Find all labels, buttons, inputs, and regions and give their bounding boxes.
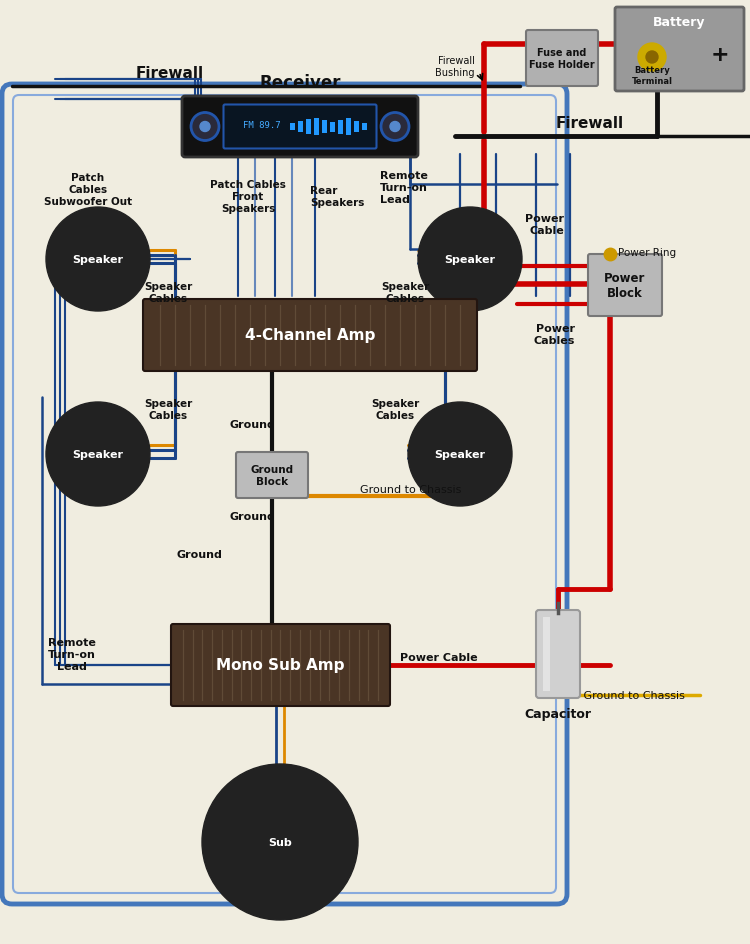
Text: Power
Block: Power Block: [604, 272, 646, 299]
Bar: [298, 122, 303, 133]
Circle shape: [54, 216, 142, 303]
Bar: [543, 617, 550, 691]
Text: Speaker: Speaker: [73, 255, 124, 264]
Text: Power Cable: Power Cable: [400, 652, 478, 663]
Bar: [362, 124, 367, 131]
Circle shape: [424, 418, 496, 491]
Circle shape: [433, 224, 506, 296]
Bar: [290, 124, 295, 131]
Text: Ground: Ground: [229, 419, 275, 430]
Bar: [314, 119, 319, 136]
Circle shape: [86, 443, 109, 466]
Circle shape: [62, 418, 134, 491]
Circle shape: [440, 435, 480, 474]
Circle shape: [46, 208, 150, 312]
Text: Speaker: Speaker: [73, 449, 124, 460]
Text: Ground to Chassis: Ground to Chassis: [360, 484, 461, 495]
Circle shape: [251, 813, 310, 871]
Circle shape: [86, 248, 109, 271]
Circle shape: [450, 240, 490, 279]
Circle shape: [54, 411, 142, 498]
Text: Remote
Turn-on
Lead: Remote Turn-on Lead: [48, 638, 96, 671]
Text: Battery: Battery: [653, 16, 706, 29]
Text: Mono Sub Amp: Mono Sub Amp: [216, 658, 345, 673]
Text: Speaker: Speaker: [445, 255, 496, 264]
Text: Sub: Sub: [268, 837, 292, 847]
Bar: [338, 121, 343, 134]
Text: Speaker
Cables: Speaker Cables: [370, 398, 419, 420]
FancyBboxPatch shape: [615, 8, 744, 92]
Text: Receiver: Receiver: [260, 74, 340, 92]
Text: Ground to Chassis: Ground to Chassis: [580, 690, 685, 700]
Bar: [322, 121, 327, 134]
Text: Power Ring: Power Ring: [618, 247, 676, 258]
Text: Speaker
Cables: Speaker Cables: [381, 282, 429, 303]
Text: Firewall
Bushing: Firewall Bushing: [436, 56, 475, 77]
Text: Remote
Turn-on
Lead: Remote Turn-on Lead: [380, 171, 427, 205]
Circle shape: [408, 402, 512, 507]
Text: Firewall: Firewall: [136, 66, 204, 81]
Text: +: +: [711, 45, 729, 65]
Text: Rear
Speakers: Rear Speakers: [310, 186, 364, 208]
Circle shape: [448, 443, 472, 466]
Text: 4-Channel Amp: 4-Channel Amp: [244, 329, 375, 343]
FancyBboxPatch shape: [143, 299, 477, 372]
Circle shape: [214, 777, 346, 907]
Bar: [346, 119, 351, 136]
Circle shape: [426, 216, 514, 303]
Text: Speaker: Speaker: [434, 449, 485, 460]
Circle shape: [431, 426, 488, 483]
Circle shape: [46, 402, 150, 507]
Text: Firewall: Firewall: [556, 116, 624, 131]
Circle shape: [416, 411, 504, 498]
Circle shape: [442, 231, 499, 288]
Circle shape: [646, 52, 658, 64]
Circle shape: [70, 231, 127, 288]
Circle shape: [262, 825, 297, 859]
FancyBboxPatch shape: [526, 31, 598, 87]
Text: Capacitor: Capacitor: [524, 707, 592, 720]
Text: Patch
Cables
Subwoofer Out: Patch Cables Subwoofer Out: [44, 173, 132, 207]
Circle shape: [191, 113, 219, 142]
Circle shape: [458, 248, 482, 271]
Text: Speaker
Cables: Speaker Cables: [144, 282, 192, 303]
Circle shape: [226, 787, 334, 897]
Text: Speaker
Cables: Speaker Cables: [144, 398, 192, 420]
FancyBboxPatch shape: [236, 452, 308, 498]
Circle shape: [62, 224, 134, 296]
Bar: [306, 120, 311, 135]
Text: Fuse and
Fuse Holder: Fuse and Fuse Holder: [530, 48, 595, 70]
Text: Patch Cables
Front
Speakers: Patch Cables Front Speakers: [210, 180, 286, 213]
FancyBboxPatch shape: [171, 624, 390, 706]
Circle shape: [70, 426, 127, 483]
Circle shape: [202, 765, 358, 920]
Text: Ground: Ground: [229, 512, 275, 521]
Text: Power
Cables: Power Cables: [533, 324, 575, 346]
Circle shape: [390, 123, 400, 132]
Circle shape: [78, 435, 118, 474]
Bar: [330, 123, 335, 132]
Circle shape: [200, 123, 210, 132]
Text: Ground
Block: Ground Block: [251, 464, 293, 486]
Text: Battery
Terminal: Battery Terminal: [632, 66, 673, 86]
Bar: [354, 122, 359, 133]
FancyBboxPatch shape: [224, 106, 376, 149]
Text: Power
Cable: Power Cable: [525, 214, 564, 236]
Circle shape: [418, 208, 522, 312]
Circle shape: [78, 240, 118, 279]
FancyBboxPatch shape: [182, 97, 418, 158]
FancyBboxPatch shape: [536, 611, 580, 699]
Circle shape: [638, 44, 666, 72]
Text: FM 89.7: FM 89.7: [243, 121, 280, 130]
Circle shape: [381, 113, 409, 142]
Text: Ground: Ground: [176, 549, 222, 560]
FancyBboxPatch shape: [588, 255, 662, 316]
Circle shape: [237, 800, 323, 885]
